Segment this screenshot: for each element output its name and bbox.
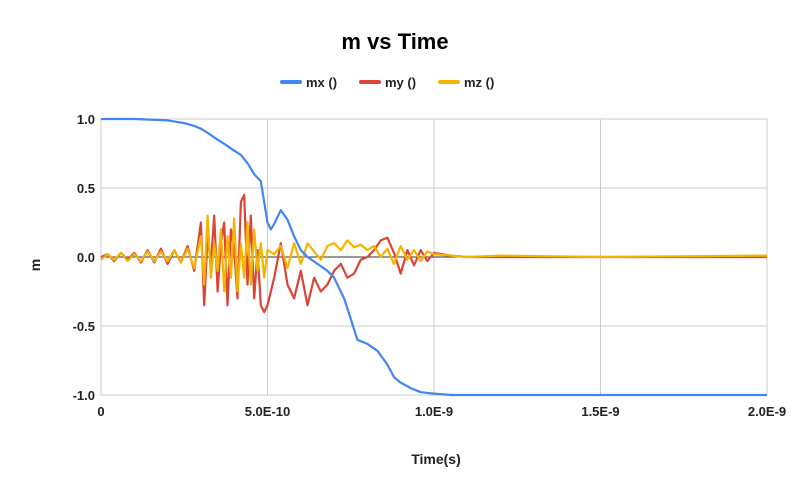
y-axis-ticks: 1.0 0.5 0.0 -0.5 -1.0 [73,112,95,403]
x-tick-label: 1.5E-9 [581,404,619,419]
x-tick-label: 0 [97,404,104,419]
y-tick-label: 0.0 [77,250,95,265]
x-axis-label: Time(s) [411,451,461,467]
series-line-mx [101,117,767,397]
y-tick-label: -0.5 [73,319,95,334]
y-tick-label: -1.0 [73,388,95,403]
legend-label: mz () [464,75,494,90]
legend-label: my () [385,75,416,90]
y-tick-label: 0.5 [77,181,95,196]
y-tick-label: 1.0 [77,112,95,127]
x-tick-label: 5.0E-10 [245,404,291,419]
y-axis-label: m [27,259,43,271]
legend-label: mx () [306,75,337,90]
chart-title: m vs Time [341,29,448,54]
x-tick-label: 1.0E-9 [415,404,453,419]
series-line-mz [100,214,768,293]
x-tick-label: 2.0E-9 [748,404,786,419]
x-axis-ticks: 0 5.0E-10 1.0E-9 1.5E-9 2.0E-9 [97,404,786,419]
series-group [100,117,768,397]
legend: mx () my () mz () [280,75,494,90]
